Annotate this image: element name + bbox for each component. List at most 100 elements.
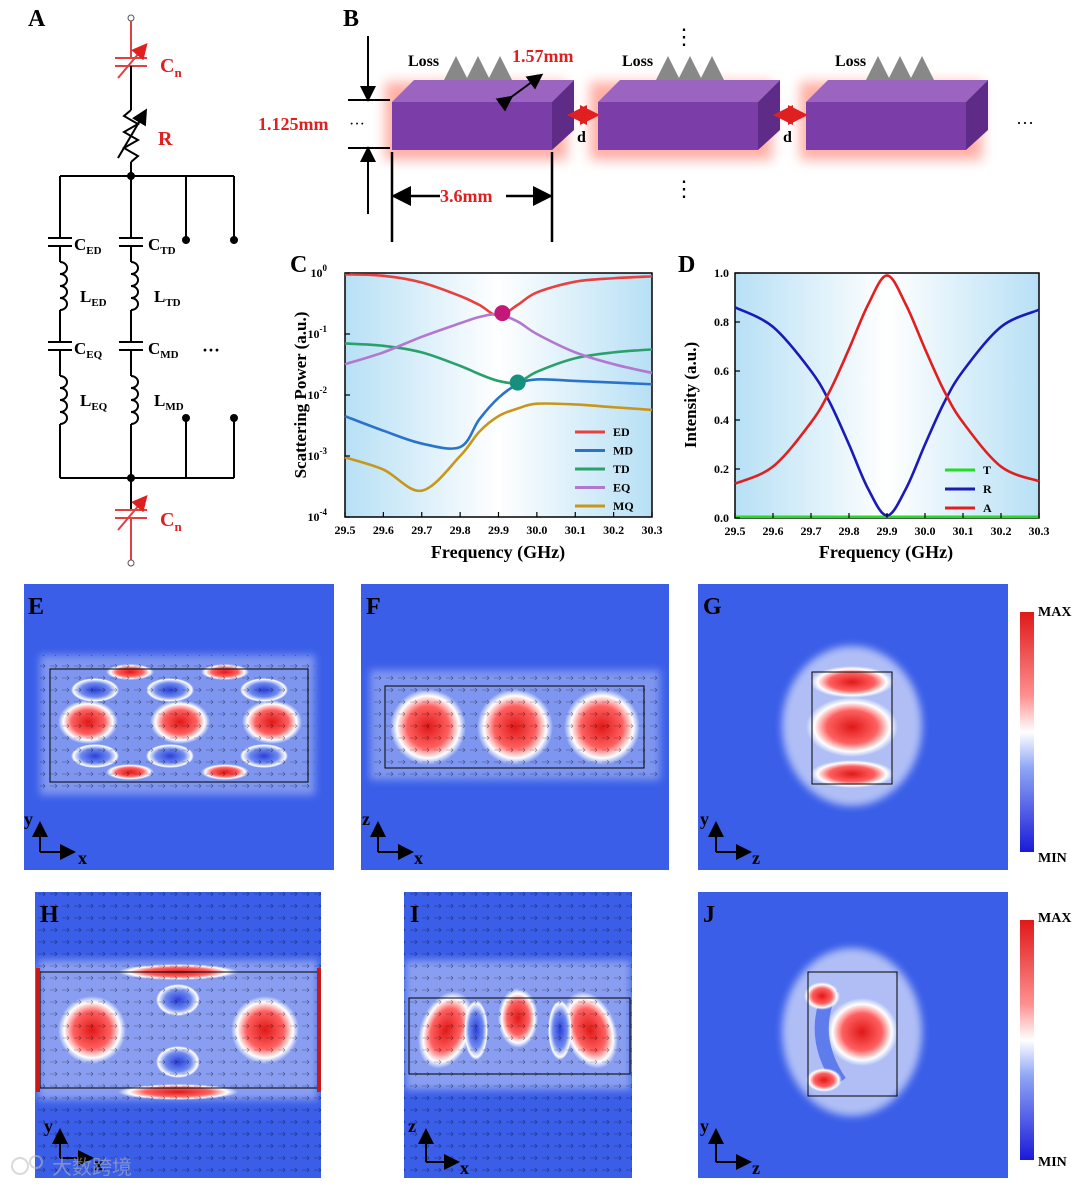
field-map-g: G y z MAX MIN <box>698 584 1071 870</box>
axis-y-g: y <box>700 809 709 829</box>
l-td-label: LTD <box>154 287 181 309</box>
field-map-h: H y x <box>35 892 321 1178</box>
axis-z-i: z <box>408 1116 416 1136</box>
panel-label-d: D <box>678 252 695 278</box>
x-tick-label: 30.3 <box>1029 524 1050 538</box>
cube-1 <box>385 80 574 160</box>
field-map-e: E y x <box>24 584 334 870</box>
x-tick-label: 30.3 <box>642 523 663 537</box>
c-eq-label: CEQ <box>74 339 103 361</box>
axis-x-f: x <box>414 848 423 868</box>
c-ed-label: CED <box>74 235 102 257</box>
loss-label-2: Loss <box>622 53 653 70</box>
y-tick-label: 0.8 <box>714 315 729 329</box>
colorbar-max-j: MAX <box>1038 911 1071 926</box>
vdots-top: ⋮ <box>673 24 695 49</box>
colorbar-g <box>1020 612 1034 852</box>
y-axis-label-c: Scattering Power (a.u.) <box>291 312 310 479</box>
loss-label-3: Loss <box>835 53 866 70</box>
legend-label-td: TD <box>613 462 630 476</box>
panel-label-b: B <box>343 6 359 32</box>
series-group-c <box>344 273 653 492</box>
y-tick-label: 1.0 <box>714 266 729 280</box>
panel-b-structure: B Loss Loss Loss <box>258 6 1034 242</box>
legend-c: ED MD TD EQ MQ <box>575 425 634 513</box>
colorbar-min-g: MIN <box>1038 851 1067 866</box>
x-tick-label: 30.0 <box>915 524 936 538</box>
vdots-bottom: ⋮ <box>673 176 695 201</box>
x-tick-label: 30.2 <box>991 524 1012 538</box>
panel-label-i: I <box>410 902 419 928</box>
x-tick-label: 29.9 <box>877 524 898 538</box>
y-tick-label: 10-2 <box>308 385 328 402</box>
panel-label-a: A <box>28 6 46 32</box>
x-tick-label: 30.1 <box>565 523 586 537</box>
x-axis-label-c: Frequency (GHz) <box>431 542 565 563</box>
panel-d-chart: D 29.5 29.6 29.7 29.8 29.9 30.0 30.1 30.2 30.3 0.… <box>678 252 1050 563</box>
axis-z-f: z <box>362 809 370 829</box>
colorbar-min-j: MIN <box>1038 1155 1067 1170</box>
cube-2 <box>590 80 780 160</box>
y-tick-label: 0.2 <box>714 462 729 476</box>
c-td-label: CTD <box>148 235 176 257</box>
ticks-d: 29.5 29.6 29.7 29.8 29.9 30.0 30.1 30.2 30.3 0.0 0… <box>714 266 1050 538</box>
legend-label-r: R <box>983 482 992 496</box>
gap-label-2: d <box>783 129 792 146</box>
ticks-c: 29.5 29.6 29.7 29.8 29.9 30.0 30.1 30.2 30.3 10-4… <box>308 263 663 537</box>
legend-label-t: T <box>983 463 991 477</box>
x-tick-label: 30.0 <box>526 523 547 537</box>
legend-label-eq: EQ <box>613 481 630 495</box>
legend-label-md: MD <box>613 444 633 458</box>
panel-label-h: H <box>40 902 59 928</box>
y-tick-label: 0.0 <box>714 511 729 525</box>
cn-bottom-label: Cn <box>160 509 182 534</box>
y-tick-label: 10-3 <box>308 446 328 463</box>
field-map-j: J y z MAX MIN <box>698 892 1071 1178</box>
x-tick-label: 29.6 <box>763 524 784 538</box>
ellipsis-left: ··· <box>349 116 365 133</box>
panel-label-f: F <box>366 594 381 620</box>
y-tick-label: 10-4 <box>308 507 328 524</box>
panel-label-c: C <box>290 252 307 278</box>
axis-z-j: z <box>752 1158 760 1178</box>
x-axis-label-d: Frequency (GHz) <box>819 542 953 563</box>
legend-label-ed: ED <box>613 425 630 439</box>
colorbar-max-g: MAX <box>1038 605 1071 620</box>
marker-point-0 <box>494 305 511 322</box>
axis-x-e: x <box>78 848 87 868</box>
ellipsis-right: ··· <box>1016 113 1034 133</box>
cn-top-label: Cn <box>160 55 182 80</box>
width-label: 1.57mm <box>512 46 574 66</box>
legend-label-a: A <box>983 501 992 515</box>
legend-label-mq: MQ <box>613 499 634 513</box>
y-tick-label: 0.4 <box>714 413 729 427</box>
l-eq-label: LEQ <box>80 391 108 413</box>
axis-z-g: z <box>752 848 760 868</box>
x-tick-label: 29.5 <box>725 524 746 538</box>
x-tick-label: 29.8 <box>450 523 471 537</box>
legend-d: TRA <box>945 463 992 515</box>
y-axis-label-d: Intensity (a.u.) <box>681 342 700 448</box>
r-label: R <box>158 128 173 150</box>
length-label: 3.6mm <box>440 186 493 206</box>
x-tick-label: 29.8 <box>839 524 860 538</box>
series-line-mq <box>344 402 653 492</box>
field-map-i: I z x <box>404 892 632 1178</box>
x-tick-label: 29.5 <box>335 523 356 537</box>
x-tick-label: 29.7 <box>411 523 432 537</box>
axis-x-h: x <box>94 1154 103 1174</box>
circuit-dots: ··· <box>202 340 220 360</box>
field-map-f: F z x <box>361 584 669 870</box>
y-tick-label: 100 <box>311 263 328 280</box>
l-md-label: LMD <box>154 391 184 413</box>
axis-y-h: y <box>44 1116 53 1136</box>
x-tick-label: 29.9 <box>488 523 509 537</box>
panel-a-circuit: A <box>28 6 238 567</box>
panel-label-g: G <box>703 594 722 620</box>
x-tick-label: 30.1 <box>953 524 974 538</box>
y-tick-label: 10-1 <box>308 324 328 341</box>
y-tick-label: 0.6 <box>714 364 729 378</box>
panel-c-chart: C 29.5 29.6 29.7 29.8 29.9 30.0 30.1 30.2 30.3 10… <box>290 252 663 563</box>
series-line-md <box>344 378 653 450</box>
